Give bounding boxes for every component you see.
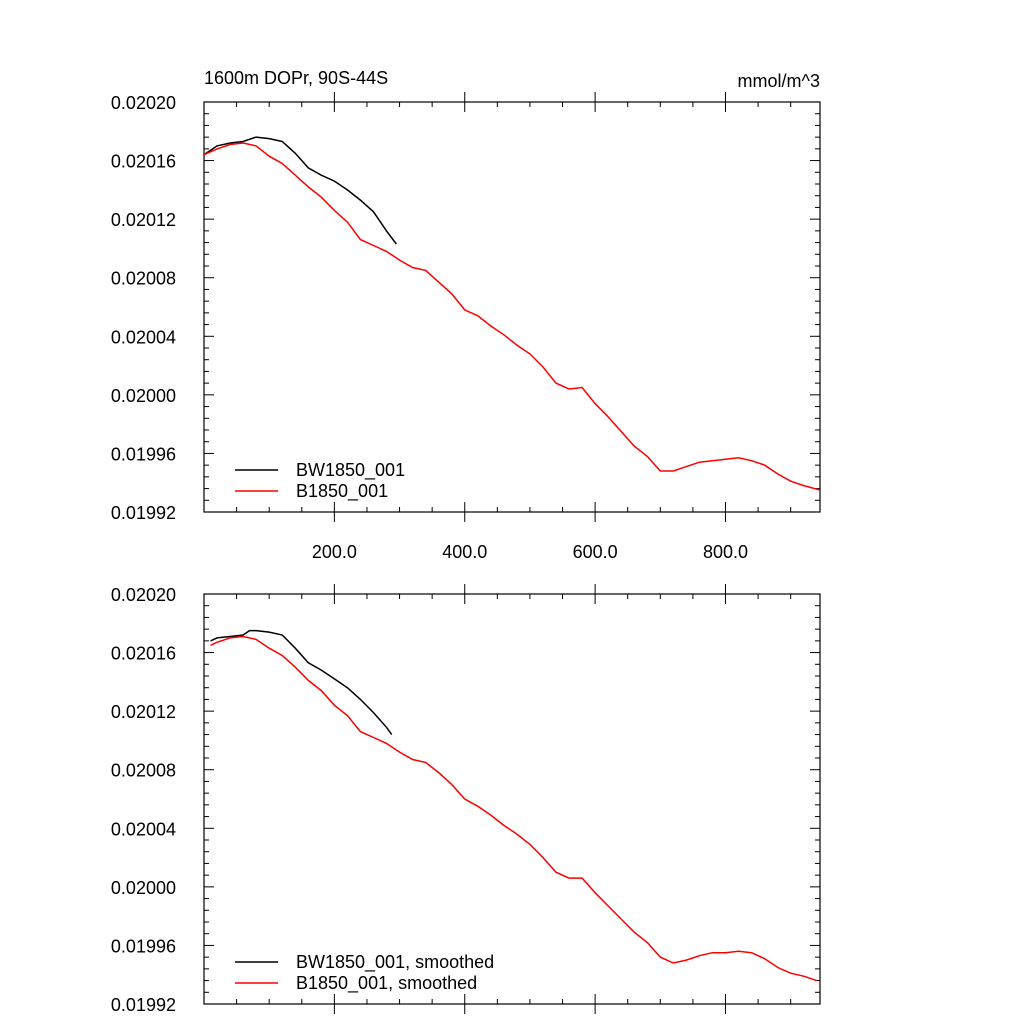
x-tick-label: 600.0 [573, 542, 618, 562]
series-line [204, 136, 397, 245]
top-panel: 200.0 400.0 600.0 800.0 0.01992 0.01996 0.0200… [111, 92, 821, 562]
y-tick-label: 0.01996 [111, 444, 176, 464]
y-tick-label: 0.01996 [111, 936, 176, 956]
chart-units-label: mmol/m^3 [738, 71, 820, 91]
legend-label: B1850_001 [296, 481, 388, 502]
plot-frame [203, 593, 821, 1005]
y-tick-label: 0.02020 [111, 93, 176, 113]
y-tick-label: 0.02016 [111, 644, 176, 664]
series-line [210, 635, 817, 982]
legend-label: BW1850_001, smoothed [296, 952, 494, 973]
series-line [204, 142, 820, 491]
y-tick-label: 0.02008 [111, 269, 176, 289]
y-tick-label: 0.02000 [111, 878, 176, 898]
y-tick-label: 0.02012 [111, 210, 176, 230]
y-tick-label: 0.01992 [111, 995, 176, 1015]
y-tick-label: 0.02016 [111, 152, 176, 172]
bottom-panel: 0.01992 0.01996 0.02000 0.02004 0.02008 0.020… [111, 584, 821, 1015]
y-tick-label: 0.02012 [111, 702, 176, 722]
x-tick-label: 200.0 [312, 542, 357, 562]
plot-frame [203, 101, 821, 513]
y-tick-label: 0.02000 [111, 386, 176, 406]
y-tick-label: 0.01992 [111, 503, 176, 523]
legend-label: B1850_001, smoothed [296, 973, 477, 994]
y-tick-label: 0.02020 [111, 585, 176, 605]
y-tick-label: 0.02004 [111, 327, 176, 347]
y-tick-label: 0.02004 [111, 819, 176, 839]
y-tick-label: 0.02008 [111, 761, 176, 781]
series-line [210, 629, 393, 736]
legend-label: BW1850_001 [296, 460, 405, 481]
chart-title-left: 1600m DOPr, 90S-44S [204, 68, 388, 88]
x-tick-label: 400.0 [442, 542, 487, 562]
x-tick-label: 800.0 [703, 542, 748, 562]
